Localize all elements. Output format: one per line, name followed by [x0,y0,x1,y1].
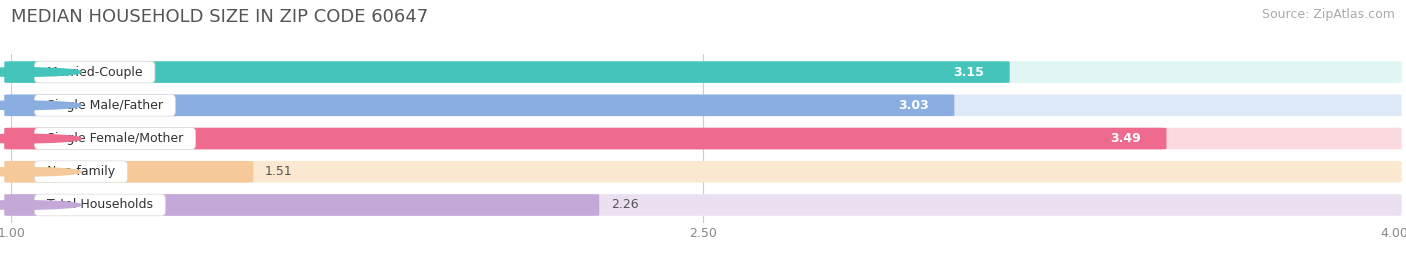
FancyBboxPatch shape [4,94,1402,116]
Circle shape [0,68,82,76]
FancyBboxPatch shape [4,194,1402,216]
FancyBboxPatch shape [4,61,1402,83]
FancyBboxPatch shape [4,61,1010,83]
Circle shape [0,167,82,176]
Text: Non-family: Non-family [39,165,124,178]
Circle shape [0,101,82,110]
Text: Total Households: Total Households [39,199,160,211]
FancyBboxPatch shape [4,161,1402,183]
Text: 3.03: 3.03 [898,99,929,112]
Text: Source: ZipAtlas.com: Source: ZipAtlas.com [1261,8,1395,21]
Text: 2.26: 2.26 [610,199,638,211]
FancyBboxPatch shape [4,128,1402,149]
Text: Married-Couple: Married-Couple [39,66,150,79]
Text: 3.49: 3.49 [1111,132,1142,145]
Text: Single Female/Mother: Single Female/Mother [39,132,191,145]
FancyBboxPatch shape [4,161,253,183]
Text: MEDIAN HOUSEHOLD SIZE IN ZIP CODE 60647: MEDIAN HOUSEHOLD SIZE IN ZIP CODE 60647 [11,8,429,26]
Circle shape [0,134,82,143]
FancyBboxPatch shape [4,194,599,216]
Text: 3.15: 3.15 [953,66,984,79]
Text: Single Male/Father: Single Male/Father [39,99,172,112]
Circle shape [0,201,82,209]
FancyBboxPatch shape [4,128,1167,149]
Text: 1.51: 1.51 [264,165,292,178]
FancyBboxPatch shape [4,94,955,116]
